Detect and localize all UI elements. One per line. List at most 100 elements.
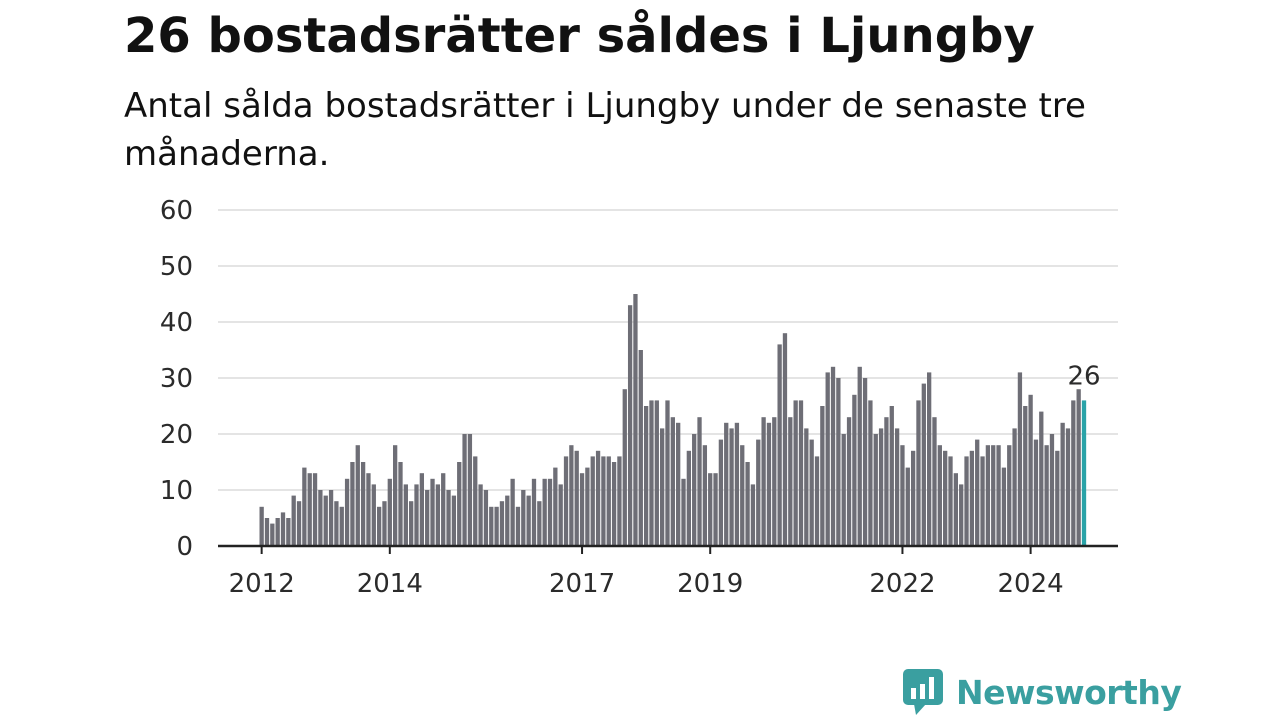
bar — [804, 428, 809, 546]
bar — [975, 439, 980, 546]
bar — [937, 445, 942, 546]
bar — [740, 445, 745, 546]
bar — [334, 501, 339, 546]
bar — [558, 484, 563, 546]
bar — [595, 450, 601, 546]
bar — [692, 434, 697, 546]
y-tick-label: 0 — [176, 532, 193, 562]
bar — [830, 366, 836, 546]
bar — [553, 467, 558, 546]
bar — [398, 462, 403, 546]
bar — [889, 406, 894, 546]
bar — [878, 428, 884, 546]
bar — [756, 439, 761, 546]
bar — [521, 490, 526, 546]
bar — [1028, 394, 1033, 546]
bar — [825, 372, 830, 546]
bar — [820, 406, 825, 546]
bar — [857, 366, 862, 546]
bar — [959, 484, 964, 546]
y-tick-label: 30 — [160, 364, 193, 394]
chart-title: 26 bostadsrätter såldes i Ljungby — [124, 8, 1035, 64]
bar — [964, 456, 969, 546]
bar — [264, 518, 270, 546]
bar — [1007, 445, 1012, 546]
logo-wordmark: Newsworthy — [956, 672, 1182, 712]
highlight-bar — [1081, 400, 1087, 546]
bar — [921, 383, 926, 546]
bar — [980, 456, 985, 546]
bar — [943, 450, 948, 546]
bar — [574, 450, 579, 546]
bar — [724, 422, 729, 546]
bar — [489, 506, 494, 546]
bar — [286, 518, 291, 546]
bar — [953, 473, 958, 546]
bar — [617, 456, 622, 546]
bar — [665, 400, 670, 546]
bar — [387, 478, 392, 546]
y-tick-label: 10 — [160, 476, 193, 506]
bar — [777, 344, 782, 546]
bar — [483, 490, 489, 546]
bar — [328, 490, 334, 546]
bar — [1033, 439, 1039, 546]
bar — [478, 484, 483, 546]
bar — [782, 333, 788, 546]
bar — [718, 439, 724, 546]
bar — [1017, 372, 1023, 546]
bar — [985, 445, 991, 546]
bar — [638, 350, 643, 546]
bar — [729, 428, 734, 546]
bar — [307, 473, 312, 546]
bar — [697, 417, 702, 546]
bar — [622, 389, 627, 546]
bar — [654, 400, 659, 546]
bar — [910, 450, 916, 546]
bar — [841, 434, 846, 546]
bar — [510, 478, 515, 546]
bar — [296, 501, 302, 546]
bar — [1001, 467, 1007, 546]
bar — [894, 428, 900, 546]
bar — [403, 484, 408, 546]
bar — [991, 445, 996, 546]
bar — [1012, 428, 1017, 546]
bar — [355, 445, 360, 546]
bar — [366, 473, 371, 546]
highlight-data-label: 26 — [1067, 361, 1100, 391]
bar — [1049, 434, 1055, 546]
bar — [494, 506, 499, 546]
bar — [531, 478, 537, 546]
bar — [563, 456, 569, 546]
bars — [259, 294, 1087, 546]
bar — [270, 523, 275, 546]
bar — [1023, 406, 1028, 546]
bar — [798, 400, 804, 546]
bar — [788, 417, 793, 546]
x-tick-label: 2017 — [549, 569, 615, 599]
bar — [446, 490, 451, 546]
bar — [275, 518, 280, 546]
bar — [1039, 411, 1044, 546]
bar — [382, 501, 387, 546]
bar — [425, 490, 430, 546]
bar — [750, 484, 756, 546]
bar — [948, 456, 953, 546]
x-tick-label: 2024 — [998, 569, 1064, 599]
bar — [793, 400, 798, 546]
bar — [996, 445, 1001, 546]
bar — [360, 462, 366, 546]
bar — [318, 490, 323, 546]
bar — [1060, 422, 1065, 546]
y-tick-label: 20 — [160, 420, 193, 450]
bar — [505, 495, 510, 546]
bar — [376, 506, 382, 546]
bar — [1065, 428, 1071, 546]
bar — [745, 462, 750, 546]
bar — [547, 478, 553, 546]
bar — [473, 456, 478, 546]
x-tick-label: 2019 — [677, 569, 743, 599]
bar — [339, 506, 344, 546]
